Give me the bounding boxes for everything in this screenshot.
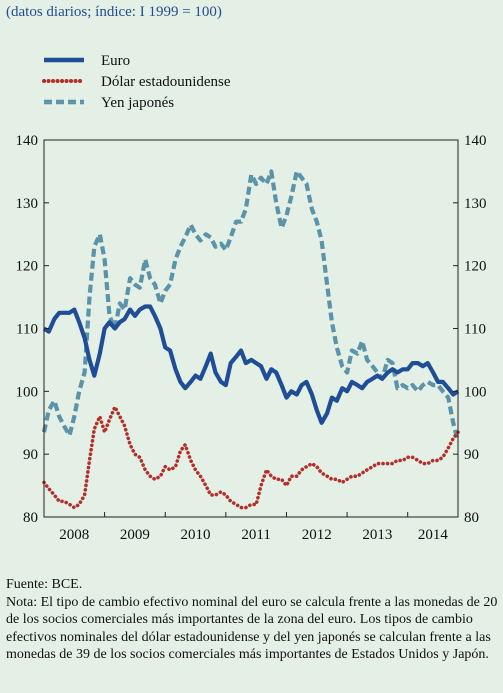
x-tick-label: 2012 <box>302 527 332 543</box>
series-line-solid <box>42 304 460 425</box>
legend-label: Yen japonés <box>101 95 174 111</box>
y-tick-label-right: 140 <box>464 133 487 149</box>
source-text: Fuente: BCE. <box>6 577 83 592</box>
y-tick-label-right: 110 <box>464 322 486 338</box>
y-tick-label-left: 100 <box>16 384 39 400</box>
y-tick-label-left: 120 <box>16 259 39 275</box>
axes: 80 80 90 90 100 100 110 110 120 120 130 130 140 140 20… <box>16 133 487 543</box>
y-tick-label-right: 100 <box>464 384 487 400</box>
y-tick-label-right: 90 <box>464 447 479 463</box>
note-text: Nota: El tipo de cambio efectivo nominal… <box>6 594 498 663</box>
y-tick-label-left: 80 <box>23 510 38 526</box>
chart-legend: Euro Dólar estadounidense Yen japonés <box>42 53 231 111</box>
y-tick-label-right: 80 <box>464 510 479 526</box>
y-tick-label-right: 130 <box>464 196 487 212</box>
x-tick-label: 2013 <box>362 527 392 543</box>
y-tick-label-right: 120 <box>464 259 487 275</box>
plot-area <box>41 169 461 510</box>
chart-subtitle: (datos diarios; índice: I 1999 = 100) <box>6 4 222 20</box>
x-tick-label: 2008 <box>59 527 89 543</box>
y-tick-label-left: 90 <box>23 447 38 463</box>
series-line-dotted <box>42 405 460 510</box>
x-tick-label: 2014 <box>418 527 449 543</box>
y-tick-label-left: 110 <box>16 322 38 338</box>
series-line-dashed <box>41 169 461 443</box>
legend-label: Dólar estadounidense <box>101 74 231 90</box>
y-tick-label-left: 130 <box>16 196 39 212</box>
x-tick-label: 2010 <box>181 527 211 543</box>
y-tick-label-left: 140 <box>16 133 39 149</box>
x-tick-label: 2011 <box>241 527 270 543</box>
x-tick-label: 2009 <box>120 527 150 543</box>
footnote: Fuente: BCE. Nota: El tipo de cambio efe… <box>6 576 498 664</box>
legend-label: Euro <box>101 53 130 69</box>
